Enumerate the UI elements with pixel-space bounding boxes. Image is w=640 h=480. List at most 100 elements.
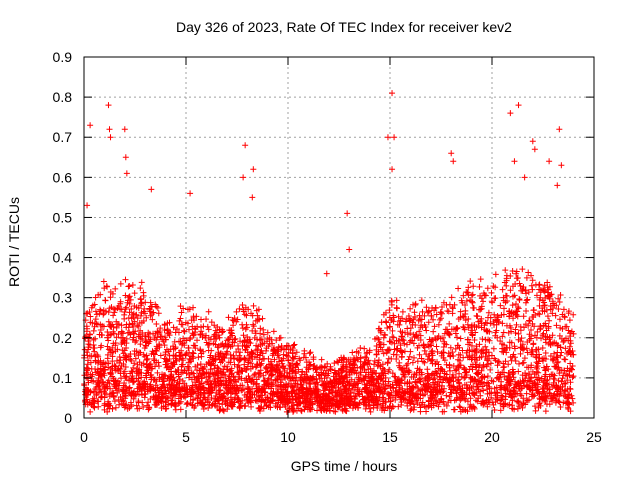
x-tick-label: 15 [382,429,398,445]
y-tick-label: 0.5 [53,209,73,225]
data-point [342,407,349,414]
data-point [141,344,148,351]
data-point [330,408,337,415]
data-point [421,403,428,410]
y-tick-label: 0 [64,410,72,426]
data-point [488,298,495,305]
data-point [120,360,127,367]
x-tick-label: 5 [182,429,190,445]
data-point [555,295,562,302]
data-point [416,328,423,335]
data-point [514,405,521,412]
data-point [137,335,144,342]
data-point [275,358,282,365]
data-point [469,299,476,306]
data-point [401,340,408,347]
data-point [525,371,532,378]
data-point [259,315,266,322]
data-point [233,318,240,325]
data-point [557,404,564,411]
data-point [122,363,129,370]
data-point [425,374,432,381]
data-point [349,349,356,356]
data-point [380,350,387,357]
data-point [542,408,549,415]
data-point [252,397,259,404]
data-point [528,282,535,289]
data-point [506,339,513,346]
data-point [367,408,374,415]
data-point [570,373,577,380]
y-tick-label: 0.8 [53,89,73,105]
data-point [497,337,504,344]
data-point [524,397,531,404]
data-point [520,359,527,366]
data-point [559,375,566,382]
data-point [133,337,140,344]
data-point [410,406,417,413]
data-point [407,337,414,344]
data-point [526,317,533,324]
data-point [149,316,156,323]
y-tick-label: 0.7 [53,129,73,145]
data-point [528,272,535,279]
data-point [450,158,457,165]
data-point [556,316,563,323]
data-point [323,270,330,277]
data-point [129,281,136,288]
data-point [519,266,526,273]
data-point [294,381,301,388]
data-point [92,369,99,376]
data-point [154,369,161,376]
data-point [561,314,568,321]
data-point [431,323,438,330]
data-point [497,302,504,309]
data-points [81,90,577,415]
data-point [389,327,396,334]
data-point [116,401,123,408]
data-point [250,321,257,328]
data-point [293,349,300,356]
data-point [542,349,549,356]
data-point [430,316,437,323]
data-point [130,364,137,371]
data-point [464,321,471,328]
data-point [338,369,345,376]
data-point [516,295,523,302]
data-point [397,342,404,349]
data-point [417,408,424,415]
data-point [451,406,458,413]
data-point [526,386,533,393]
data-point [131,290,138,297]
data-point [509,302,516,309]
data-point [134,315,141,322]
data-point [501,305,508,312]
data-point [516,360,523,367]
data-point [535,310,542,317]
data-point [418,355,425,362]
y-tick-label: 0.6 [53,169,73,185]
data-point [407,330,414,337]
data-point [283,352,290,359]
data-point [569,395,576,402]
data-point [554,349,561,356]
data-point [382,309,389,316]
data-point [87,408,94,415]
data-point [190,304,197,311]
data-point [557,291,564,298]
data-point [556,299,563,306]
data-point [172,329,179,336]
y-tick-labels: 0 0.1 0.2 0.3 0.4 0.5 0.6 0.7 0.8 0.9 [53,49,73,426]
data-point [290,342,297,349]
data-point [121,373,128,380]
data-point [382,318,389,325]
data-point [122,154,129,161]
data-point [92,294,99,301]
data-point [438,304,445,311]
data-point [570,311,577,318]
data-point [534,328,541,335]
data-point [249,194,256,201]
data-point [116,353,123,360]
data-point [525,269,532,276]
data-point [249,327,256,334]
